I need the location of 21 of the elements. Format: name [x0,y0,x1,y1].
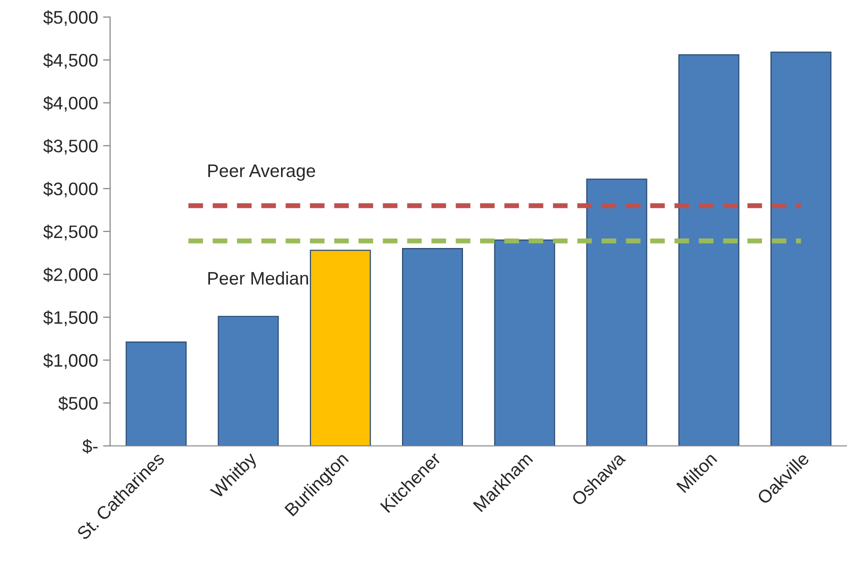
bar [402,248,463,446]
bar [310,250,371,446]
y-tick-label: $4,500 [43,53,98,69]
y-tick-label: $1,000 [43,353,98,369]
bar [586,178,648,446]
y-tick-label: $4,000 [43,96,98,112]
y-tick-label: $2,500 [43,224,98,240]
bar [494,239,556,446]
y-tick-label: $1,500 [43,310,98,326]
y-tick-label: $3,500 [43,138,98,155]
bar [770,52,832,446]
y-tick-label: $5,000 [43,10,98,26]
y-tick-label: $- [82,439,98,454]
ref-line-label: Peer Average [208,164,316,181]
y-tick-label: $500 [58,396,98,411]
y-tick-label: $3,000 [43,182,98,198]
bar [126,342,187,446]
ref-line-label: Peer Median [208,271,308,285]
bar [218,316,279,446]
y-tick-label: $2,000 [43,268,98,284]
bar [678,54,740,446]
